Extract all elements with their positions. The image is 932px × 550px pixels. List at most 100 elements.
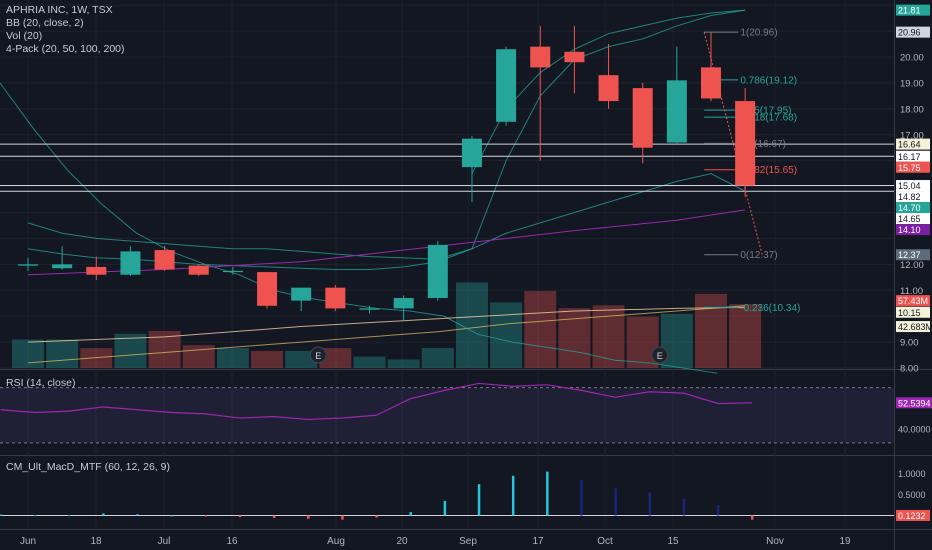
candle-body <box>427 244 448 299</box>
price-badge <box>896 295 930 307</box>
symbol-title: APHRIA INC, 1W, TSX <box>6 4 113 16</box>
rsi-badge-label: 52.5394 <box>898 398 931 408</box>
price-tick-label: 20.00 <box>900 53 924 64</box>
macd-badge-label: 0.1232 <box>898 511 926 521</box>
macd-histogram-bar <box>409 512 412 516</box>
macd-histogram-bar <box>682 498 686 516</box>
candle-body <box>188 265 209 275</box>
volume-bar <box>387 359 420 368</box>
price-badge <box>896 202 930 214</box>
rsi-line <box>0 382 752 421</box>
price-badge <box>896 150 930 162</box>
macd-histogram-bar <box>375 515 378 518</box>
price-badge <box>896 161 930 173</box>
volume-bar <box>251 350 284 368</box>
price-badge-label: 21.81 <box>898 6 921 16</box>
price-badge-label: 57.43M <box>898 296 928 306</box>
volume-bar <box>285 350 318 368</box>
price-badge-label: 15.75 <box>898 163 921 173</box>
fib-level-label: 0.5(16.67) <box>740 139 786 150</box>
indicator-bb[interactable]: BB (20, close, 2) <box>6 17 84 29</box>
candle-body <box>598 75 619 102</box>
macd-histogram-bar <box>204 515 208 517</box>
price-axis: 20.00 19.00 18.00 17.00 12.00 11.00 9.00 8.00 21… <box>896 4 932 375</box>
candle-body <box>120 251 141 275</box>
indicator-4pack[interactable]: 4-Pack (20, 50, 100, 200) <box>6 43 125 55</box>
candle-body <box>735 101 756 186</box>
x-tick-label: Jul <box>158 536 171 547</box>
price-badge-label: 12.37 <box>898 250 921 260</box>
rsi-band-fill <box>0 387 894 443</box>
x-tick-label: 20 <box>396 536 408 547</box>
candle-body <box>222 270 243 273</box>
candle-body <box>564 51 585 63</box>
volume-bar <box>729 304 762 368</box>
price-badge-label: 14.65 <box>898 214 921 224</box>
price-badge <box>896 306 930 318</box>
macd-histogram-bar <box>170 515 173 517</box>
candle-body <box>86 266 107 275</box>
price-tick-label: 11.00 <box>900 286 923 297</box>
volume-ma-line <box>27 305 746 364</box>
volume-bar <box>558 308 591 368</box>
price-badge-label: 16.64 <box>898 140 921 150</box>
volume-bar <box>216 348 249 368</box>
candle-body <box>291 287 312 301</box>
price-tick-label: 12.00 <box>900 260 924 271</box>
candle-body <box>359 308 380 310</box>
macd-tick-label: 1.0000 <box>898 469 926 479</box>
macd-histogram-bar <box>477 484 481 516</box>
volume-bar <box>114 333 147 368</box>
macd-histogram-bar <box>716 505 720 516</box>
macd-histogram-bar <box>272 515 276 518</box>
earnings-marker-label: E <box>657 351 663 361</box>
macd-histogram-bar <box>614 488 617 516</box>
macd-pane: 1.0000 0.5000 0.1232 <box>0 469 930 521</box>
candle-body <box>530 46 551 68</box>
volume-bar <box>695 293 727 368</box>
price-tick-label: 8.00 <box>900 364 919 375</box>
fib-level-label: -0.236(10.34) <box>740 303 800 314</box>
macd-histogram-bar <box>648 492 652 516</box>
fib-level-label: 1(20.96) <box>740 28 777 39</box>
bb-basis <box>27 173 746 271</box>
volume-bar <box>421 348 454 368</box>
price-badge <box>896 4 930 16</box>
price-badge-label: 10.15 <box>898 308 921 318</box>
price-badge <box>896 224 930 236</box>
fib-level-label: 0(12.37) <box>740 250 777 261</box>
rsi-badge <box>896 397 932 409</box>
candle-body <box>461 138 482 168</box>
chart-legend: APHRIA INC, 1W, TSX BB (20, close, 2) Vo… <box>6 4 125 56</box>
bb-lower-band <box>0 82 718 374</box>
volume-bars <box>12 282 762 368</box>
volume-bar <box>319 348 352 368</box>
price-badge <box>896 26 930 38</box>
candle-body <box>325 287 346 309</box>
fib-level-label: 0.382(15.65) <box>740 165 797 176</box>
price-badge-label: 16.17 <box>898 152 921 162</box>
x-tick-label: Oct <box>597 536 613 547</box>
rsi-label[interactable]: RSI (14, close) <box>6 377 76 389</box>
macd-histogram-bar <box>136 514 139 516</box>
macd-histogram-bar <box>0 514 3 516</box>
earnings-marker <box>651 346 669 364</box>
indicator-vol[interactable]: Vol (20) <box>6 30 43 42</box>
price-badge-label: 15.04 <box>898 181 921 191</box>
macd-label[interactable]: CM_Ult_MacD_MTF (60, 12, 26, 9) <box>6 461 170 473</box>
candle-body <box>154 250 175 270</box>
macd-histogram-bar <box>341 515 344 520</box>
candlesticks <box>18 25 756 322</box>
volume-bar <box>490 302 523 368</box>
macd-histogram-bar <box>307 515 310 519</box>
x-tick-label: 18 <box>90 536 102 547</box>
rsi-tick-label: 40.0000 <box>898 425 931 435</box>
volume-bar <box>353 356 386 368</box>
macd-histogram-bar <box>546 471 549 516</box>
price-tick-label: 18.00 <box>900 104 924 115</box>
moving-average-line <box>27 306 746 343</box>
macd-histogram-bar <box>238 515 242 518</box>
price-badge <box>896 180 930 192</box>
